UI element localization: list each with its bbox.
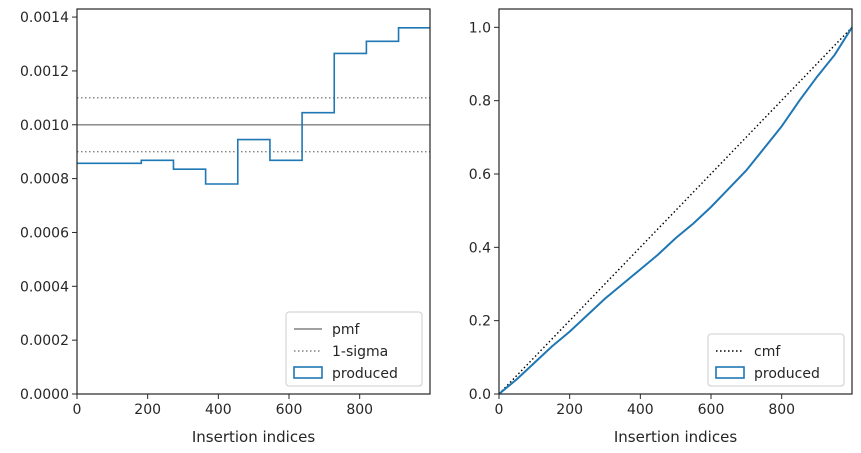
right-panel-y-tick-label: 0.6	[469, 167, 491, 183]
right-panel-y-tick-label: 0.8	[469, 94, 491, 110]
left-panel-y-tick-label: 0.0002	[20, 333, 69, 349]
right-panel-y-tick-label: 1.0	[469, 20, 491, 36]
right-panel-produced-line	[498, 26, 853, 395]
left-panel-legend-label-pmf: pmf	[332, 322, 361, 338]
left-panel-x-axis-label: Insertion indices	[192, 428, 315, 446]
right-panel-frame	[498, 8, 853, 395]
left-panel-legend-label-produced: produced	[332, 366, 398, 382]
right-panel-y-tick-label: 0.2	[469, 314, 491, 330]
left-panel-x-tick-label: 400	[205, 402, 232, 418]
right-panel-x-axis-label: Insertion indices	[614, 428, 737, 446]
left-panel-x-tick-label: 0	[73, 402, 82, 418]
right-panel-legend-label-produced: produced	[754, 366, 820, 382]
left-panel-legend-handle-produced	[293, 366, 323, 379]
left-panel-x-tick-label: 600	[276, 402, 303, 418]
left-panel-x-tick-label: 800	[346, 402, 373, 418]
right-panel-x-tick-label: 0	[495, 402, 504, 418]
left-panel-y-tick-label: 0.0004	[20, 279, 69, 295]
left-panel-y-tick-label: 0.0010	[20, 118, 69, 134]
left-panel-y-tick-label: 0.0014	[20, 10, 69, 26]
left-panel-y-tick-label: 0.0006	[20, 225, 69, 241]
right-panel-x-tick-label: 600	[698, 402, 725, 418]
left-panel-x-tick-label: 200	[134, 402, 161, 418]
left-panel-y-tick-label: 0.0000	[20, 387, 69, 403]
right-panel-x-tick-label: 400	[627, 402, 654, 418]
left-panel-produced-step-line	[77, 27, 430, 185]
left-panel-y-tick-label: 0.0012	[20, 64, 69, 80]
right-panel-y-tick-label: 0.0	[469, 387, 491, 403]
left-panel-legend-label-1-sigma: 1-sigma	[332, 344, 388, 360]
right-panel-x-tick-label: 200	[556, 402, 583, 418]
right-panel-x-tick-label: 800	[768, 402, 795, 418]
right-panel-legend	[707, 333, 845, 387]
right-panel-cmf-line	[498, 26, 853, 395]
left-panel-frame	[76, 8, 431, 395]
left-panel-y-tick-label: 0.0008	[20, 172, 69, 188]
right-panel-legend-handle-produced	[715, 366, 745, 379]
right-panel-y-tick-label: 0.4	[469, 240, 491, 256]
right-panel-legend-label-cmf: cmf	[754, 344, 781, 360]
